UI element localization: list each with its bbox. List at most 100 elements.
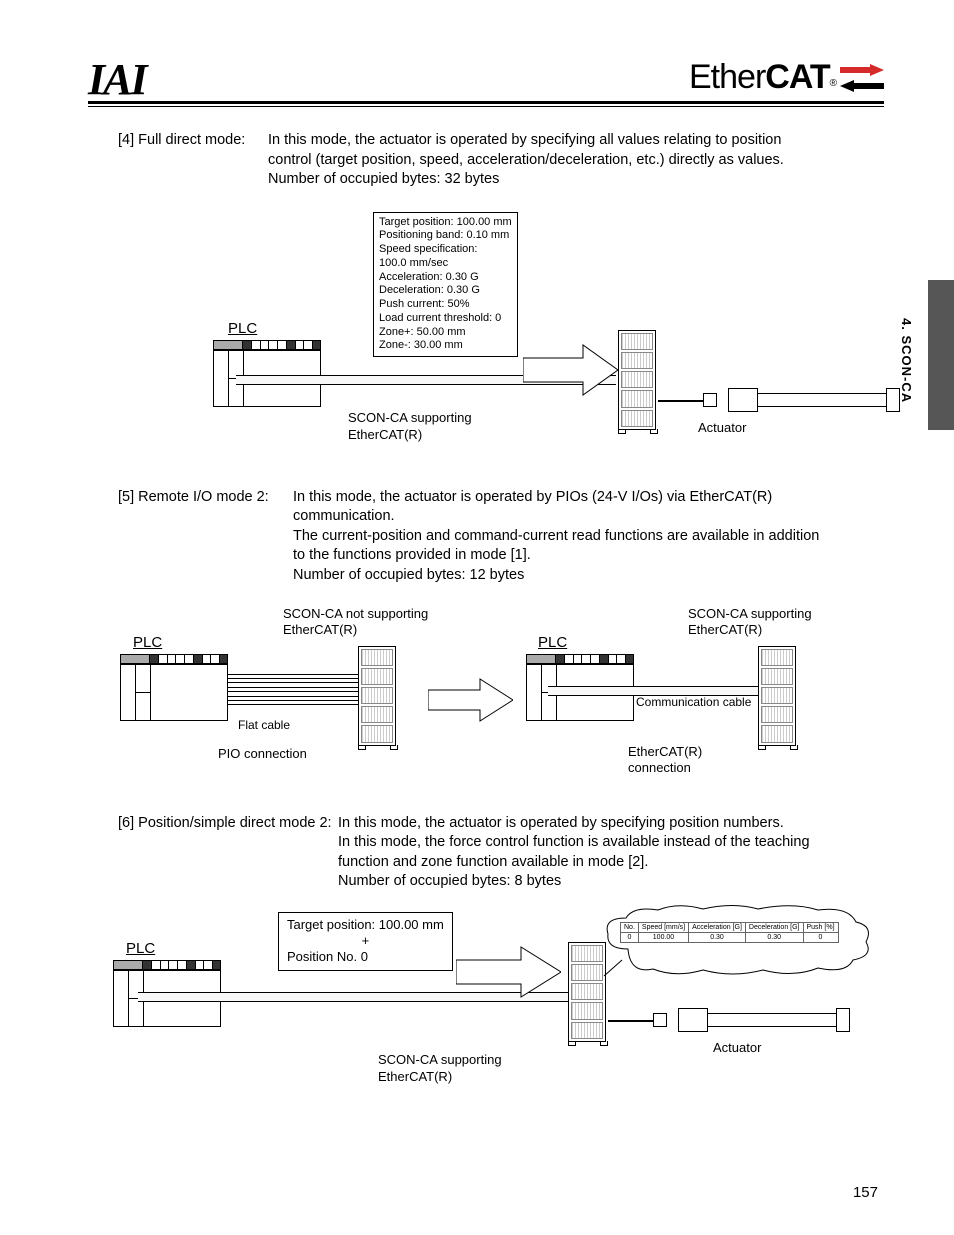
page-header: IAI EtherCAT® xyxy=(88,58,884,97)
d5-pio-label: PIO connection xyxy=(218,746,307,763)
cat-part: CAT xyxy=(765,58,829,96)
d4-p4: Acceleration: 0.30 G xyxy=(379,271,512,285)
sec5-line1: In this mode, the actuator is operated b… xyxy=(293,488,884,508)
d5-rs2: EtherCAT(R) xyxy=(688,622,812,639)
d5-controller-left xyxy=(358,646,398,750)
d4-controller xyxy=(618,330,658,434)
d6-scon2: EtherCAT(R) xyxy=(378,1069,502,1086)
ethercat-logo: EtherCAT® xyxy=(689,58,884,97)
d5-ls2: EtherCAT(R) xyxy=(283,622,428,639)
diagram-4: PLC Target position: 100.00 mm Positioni… xyxy=(128,210,884,460)
d5-flat-label: Flat cable xyxy=(238,718,290,734)
d6-act-box xyxy=(653,1013,667,1027)
d4-p8: Zone+: 50.00 mm xyxy=(379,326,512,340)
d6-p2: Position No. 0 xyxy=(287,949,444,965)
ethercat-arrow-icon xyxy=(840,64,884,92)
d5-ethercat-conn: EtherCAT(R) connection xyxy=(628,744,702,778)
d6-td3: 0.30 xyxy=(745,932,803,942)
ethercat-text: EtherCAT® xyxy=(689,58,836,97)
ether-part: Ether xyxy=(689,58,765,96)
d6-th2: Acceleration [G] xyxy=(689,922,746,932)
sec6-num: [6] Position/simple direct mode 2: xyxy=(118,814,338,834)
sec5-line3: The current-position and command-current… xyxy=(293,527,884,547)
d6-p1: Target position: 100.00 mm xyxy=(287,917,444,933)
d5-plc-left-box xyxy=(120,654,228,721)
d6-td2: 0.30 xyxy=(689,932,746,942)
d4-p2: Speed specification: xyxy=(379,243,512,257)
d6-param-box: Target position: 100.00 mm + Position No… xyxy=(278,912,453,971)
sec6-line1: In this mode, the actuator is operated b… xyxy=(338,814,884,834)
d6-actuator xyxy=(678,1008,850,1032)
sec5-num: [5] Remote I/O mode 2: xyxy=(118,488,293,508)
d6-mini-table: No. Speed [mm/s] Acceleration [G] Decele… xyxy=(620,922,839,943)
sec5-line5: Number of occupied bytes: 12 bytes xyxy=(293,566,884,586)
sec6-line2: In this mode, the force control function… xyxy=(338,833,884,853)
sec4-line3: Number of occupied bytes: 32 bytes xyxy=(268,170,884,190)
sec4-num: [4] Full direct mode: xyxy=(118,131,268,151)
d6-td1: 100.00 xyxy=(638,932,688,942)
d4-act-line xyxy=(658,400,703,402)
d4-plc-device xyxy=(213,340,321,407)
d6-th1: Speed [mm/s] xyxy=(638,922,688,932)
d6-plc-label: PLC xyxy=(126,940,155,957)
tm-symbol: ® xyxy=(830,78,836,89)
d6-td4: 0 xyxy=(803,932,838,942)
d5-ec1: EtherCAT(R) xyxy=(628,744,702,761)
header-rules xyxy=(88,101,884,107)
section-4: [4] Full direct mode: In this mode, the … xyxy=(118,131,884,190)
d5-left-scon: SCON-CA not supporting EtherCAT(R) xyxy=(283,606,428,640)
d4-p5: Deceleration: 0.30 G xyxy=(379,284,512,298)
d4-scon1: SCON-CA supporting xyxy=(348,410,472,427)
d6-plus: + xyxy=(287,933,444,949)
d5-plc-right: PLC xyxy=(538,634,567,651)
d4-p6: Push current: 50% xyxy=(379,298,512,312)
d4-p0: Target position: 100.00 mm xyxy=(379,216,512,230)
d6-scon1: SCON-CA supporting xyxy=(378,1052,502,1069)
d6-scon-caption: SCON-CA supporting EtherCAT(R) xyxy=(378,1052,502,1086)
sec6-line4: Number of occupied bytes: 8 bytes xyxy=(338,872,884,892)
d5-right-scon: SCON-CA supporting EtherCAT(R) xyxy=(688,606,812,640)
d4-param-box: Target position: 100.00 mm Positioning b… xyxy=(373,212,518,358)
d4-p3: 100.0 mm/sec xyxy=(379,257,512,271)
d5-rs1: SCON-CA supporting xyxy=(688,606,812,623)
d4-scon2: EtherCAT(R) xyxy=(348,427,472,444)
d5-plc-left: PLC xyxy=(133,634,162,651)
diagram-6: Target position: 100.00 mm + Position No… xyxy=(108,912,884,1112)
sec6-line3: function and zone function available in … xyxy=(338,853,884,873)
d5-ls1: SCON-CA not supporting xyxy=(283,606,428,623)
d5-arrow-icon xyxy=(428,676,513,724)
side-tab-label: 4. SCON-CA xyxy=(899,318,914,403)
iai-logo: IAI xyxy=(88,62,146,97)
d4-p7: Load current threshold: 0 xyxy=(379,312,512,326)
sec5-line4: to the functions provided in mode [1]. xyxy=(293,546,884,566)
d6-arrow-icon xyxy=(456,942,561,1002)
d5-comm: Communication cable xyxy=(636,695,751,709)
d6-cloud-icon xyxy=(598,904,878,984)
d6-th0: No. xyxy=(621,922,639,932)
d4-act-box xyxy=(703,393,717,407)
d4-p1: Positioning band: 0.10 mm xyxy=(379,229,512,243)
d5-ec2: connection xyxy=(628,760,702,777)
d6-act-label: Actuator xyxy=(713,1040,761,1057)
d4-scon-caption: SCON-CA supporting EtherCAT(R) xyxy=(348,410,472,444)
page-number: 157 xyxy=(853,1184,878,1201)
d6-th4: Push [%] xyxy=(803,922,838,932)
section-6: [6] Position/simple direct mode 2: In th… xyxy=(118,814,884,892)
d6-act-line xyxy=(608,1020,653,1022)
sec5-line2: communication. xyxy=(293,507,884,527)
d6-td0: 0 xyxy=(621,932,639,942)
d4-p9: Zone-: 30.00 mm xyxy=(379,339,512,353)
d5-flat-cable xyxy=(228,674,358,706)
side-tab xyxy=(928,280,954,430)
sec4-line1: In this mode, the actuator is operated b… xyxy=(268,131,884,151)
d4-arrow-icon xyxy=(523,340,618,400)
d4-plc-label: PLC xyxy=(228,320,257,337)
d5-comm-label: Communication cable xyxy=(636,696,751,709)
d4-act-label: Actuator xyxy=(698,420,746,437)
section-5: [5] Remote I/O mode 2: In this mode, the… xyxy=(118,488,884,586)
d4-actuator xyxy=(728,388,900,412)
d5-controller-right xyxy=(758,646,798,750)
diagram-5: SCON-CA not supporting EtherCAT(R) PLC F… xyxy=(108,606,884,786)
sec4-line2: control (target position, speed, acceler… xyxy=(268,151,884,171)
d6-th3: Deceleration [G] xyxy=(745,922,803,932)
